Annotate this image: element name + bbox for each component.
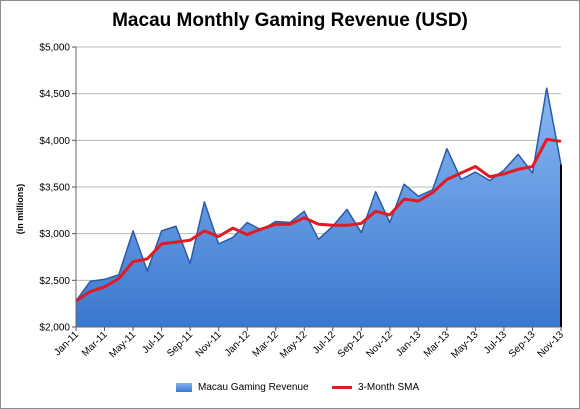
legend-label-revenue: Macau Gaming Revenue [198, 382, 309, 393]
x-tick-label: Jul-13 [482, 329, 509, 356]
legend-item-sma: 3-Month SMA [332, 382, 419, 393]
x-tick-label: Nov-13 [536, 329, 567, 360]
chart-title: Macau Monthly Gaming Revenue (USD) [112, 10, 468, 31]
axes [75, 47, 561, 328]
y-tick-label: $2,000 [39, 323, 70, 334]
x-tick-label: Nov-11 [194, 329, 224, 359]
y-tick-label: $4,500 [39, 89, 70, 100]
sma-line-path [75, 137, 562, 303]
revenue-area-edge [75, 87, 562, 302]
x-tick-label: May-12 [278, 329, 310, 361]
x-tick-label: Jul-11 [140, 329, 167, 356]
x-tick-label: Sep-11 [165, 329, 195, 359]
x-tick-label: Mar-13 [422, 329, 452, 359]
x-tick-label: Nov-12 [364, 329, 395, 360]
x-tick-label: May-11 [107, 329, 138, 360]
x-tick-label: Mar-12 [251, 329, 281, 359]
legend-swatch-sma [332, 386, 352, 389]
revenue-area [75, 87, 562, 327]
y-tick-labels: $2,000 $2,500 $3,000 $3,500 $4,000 $4,500 $5,0… [39, 43, 70, 334]
revenue-area-fill [76, 88, 561, 327]
legend-label-sma: 3-Month SMA [358, 382, 420, 393]
y-tick-label: $3,000 [39, 229, 70, 240]
x-tick-label: Mar-11 [80, 329, 110, 359]
legend-item-revenue: Macau Gaming Revenue [176, 382, 309, 393]
y-tick-label: $5,000 [39, 43, 70, 54]
y-tick-label: $4,000 [39, 136, 70, 147]
sma-line [75, 137, 562, 303]
legend-swatch-revenue [176, 383, 192, 392]
x-tick-label: Jan-12 [223, 329, 253, 359]
y-tick-label: $2,500 [39, 276, 70, 287]
x-tick-label: Jan-13 [394, 329, 424, 359]
x-tick-label: Sep-12 [336, 329, 367, 360]
x-tick-label: Sep-13 [507, 329, 538, 360]
x-tick-label: Jul-12 [311, 329, 338, 356]
x-tick-label: May-13 [449, 329, 481, 361]
y-tick-label: $3,500 [39, 183, 70, 194]
